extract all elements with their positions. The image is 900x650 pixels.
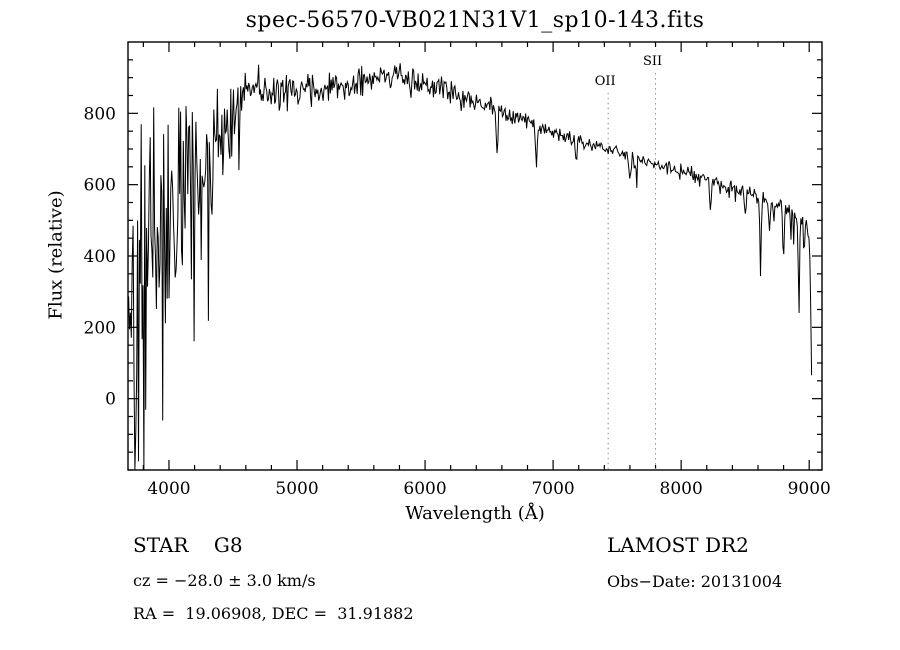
svg-text:5000: 5000 [275, 479, 318, 499]
svg-text:4000: 4000 [147, 479, 190, 499]
svg-text:9000: 9000 [788, 479, 831, 499]
x-axis-label: Wavelength (Å) [405, 503, 545, 524]
svg-text:6000: 6000 [403, 479, 446, 499]
object-class-label: STAR G8 [133, 533, 243, 557]
svg-text:400: 400 [84, 247, 116, 267]
svg-text:800: 800 [84, 104, 116, 124]
axis-ticks [128, 42, 822, 471]
svg-text:600: 600 [84, 176, 116, 196]
marker-lines: OII SII [595, 54, 662, 470]
spectrum-line [128, 63, 813, 470]
radial-velocity-label: cz = −28.0 ± 3.0 km/s [133, 571, 316, 590]
svg-text:8000: 8000 [660, 479, 703, 499]
axis-tick-labels: 4000 5000 6000 7000 8000 9000 0 200 400 600 800 [84, 104, 831, 499]
svg-text:SII: SII [643, 54, 662, 69]
svg-text:0: 0 [105, 390, 116, 410]
chart-title: spec-56570-VB021N31V1_sp10-143.fits [245, 8, 705, 33]
svg-text:200: 200 [84, 318, 116, 338]
obs-date-label: Obs−Date: 20131004 [607, 572, 783, 591]
y-axis-label: Flux (relative) [45, 190, 67, 320]
ra-dec-label: RA = 19.06908, DEC = 31.91882 [133, 604, 414, 623]
survey-label: LAMOST DR2 [607, 533, 749, 557]
svg-text:OII: OII [595, 74, 616, 89]
svg-text:7000: 7000 [531, 479, 574, 499]
